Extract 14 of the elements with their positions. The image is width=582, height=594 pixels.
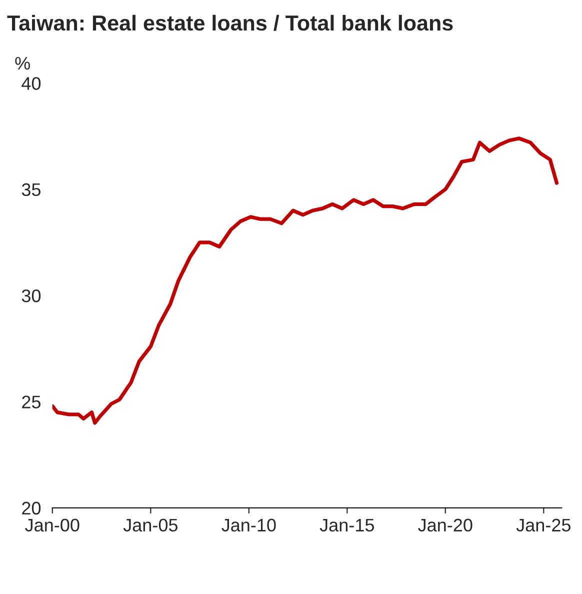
- x-tick-label: Jan-00: [25, 518, 80, 532]
- chart-title: Taiwan: Real estate loans / Total bank loans: [7, 14, 453, 31]
- y-tick-label: 20: [22, 502, 41, 515]
- y-tick-label: 35: [22, 183, 41, 196]
- y-tick-label: 25: [22, 396, 41, 408]
- y-tick-label: 40: [22, 77, 41, 90]
- x-tick-label: Jan-15: [320, 518, 374, 532]
- x-tick-label: Jan-20: [418, 518, 472, 532]
- y-axis-title: %: [15, 56, 30, 70]
- line-series: [52, 136, 559, 425]
- x-tick-label: Jan-25: [516, 518, 571, 532]
- x-tick-label: Jan-10: [222, 518, 276, 532]
- x-tick-label: Jan-05: [123, 518, 178, 532]
- y-tick-label: 30: [22, 289, 41, 302]
